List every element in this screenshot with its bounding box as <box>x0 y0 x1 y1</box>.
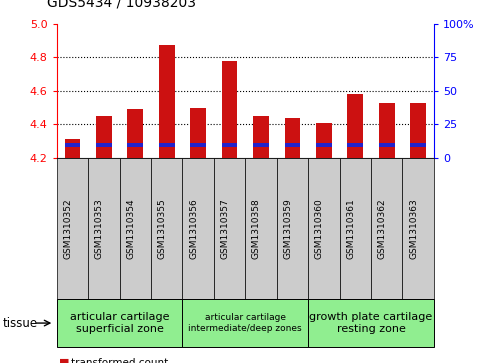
Text: GSM1310363: GSM1310363 <box>409 198 418 259</box>
Bar <box>410 102 426 158</box>
Bar <box>96 143 112 147</box>
Bar <box>127 109 143 158</box>
Bar <box>253 143 269 147</box>
Text: ■: ■ <box>59 358 70 363</box>
Bar <box>284 143 300 147</box>
Bar <box>379 143 394 147</box>
Text: GSM1310361: GSM1310361 <box>346 198 355 259</box>
Bar <box>379 102 394 158</box>
Bar <box>284 118 300 158</box>
Text: GDS5434 / 10938203: GDS5434 / 10938203 <box>47 0 196 9</box>
Text: GSM1310357: GSM1310357 <box>220 198 230 259</box>
Bar <box>190 107 206 158</box>
Text: GSM1310355: GSM1310355 <box>158 198 167 259</box>
Text: growth plate cartilage
resting zone: growth plate cartilage resting zone <box>310 312 433 334</box>
Bar <box>222 143 238 147</box>
Bar <box>222 61 238 158</box>
Text: articular cartilage
intermediate/deep zones: articular cartilage intermediate/deep zo… <box>188 313 302 333</box>
Text: GSM1310359: GSM1310359 <box>283 198 292 259</box>
Text: transformed count: transformed count <box>71 358 169 363</box>
Bar <box>316 123 332 158</box>
Bar <box>348 94 363 158</box>
Bar <box>96 116 112 158</box>
Bar <box>159 45 175 158</box>
Text: GSM1310360: GSM1310360 <box>315 198 324 259</box>
Bar <box>316 143 332 147</box>
Text: GSM1310362: GSM1310362 <box>378 198 387 259</box>
Bar <box>253 116 269 158</box>
Text: GSM1310358: GSM1310358 <box>252 198 261 259</box>
Bar <box>65 139 80 158</box>
Bar <box>190 143 206 147</box>
Text: GSM1310354: GSM1310354 <box>126 198 135 259</box>
Text: tissue: tissue <box>2 317 37 330</box>
Text: GSM1310353: GSM1310353 <box>95 198 104 259</box>
Text: articular cartilage
superficial zone: articular cartilage superficial zone <box>70 312 169 334</box>
Text: GSM1310352: GSM1310352 <box>64 198 72 259</box>
Bar <box>348 143 363 147</box>
Bar <box>159 143 175 147</box>
Bar <box>410 143 426 147</box>
Bar <box>65 143 80 147</box>
Bar <box>127 143 143 147</box>
Text: GSM1310356: GSM1310356 <box>189 198 198 259</box>
